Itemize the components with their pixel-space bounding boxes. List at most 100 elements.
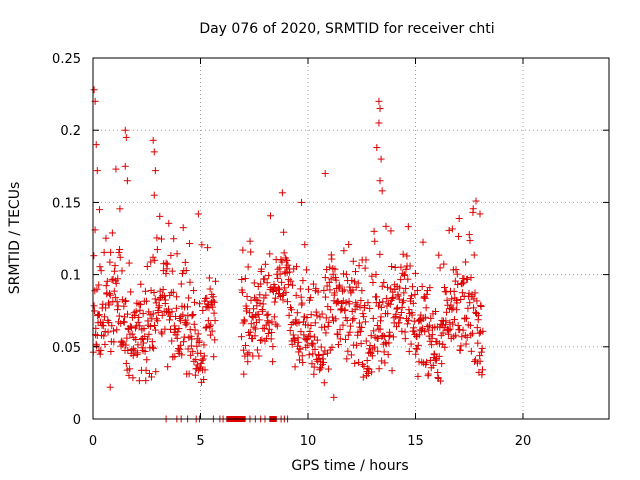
data-point — [95, 281, 103, 289]
data-point — [398, 299, 406, 307]
data-point — [439, 329, 447, 337]
data-point — [96, 263, 104, 271]
data-point — [311, 345, 319, 353]
data-point — [135, 377, 143, 385]
data-point — [193, 342, 201, 350]
data-point — [397, 276, 405, 284]
data-point — [440, 284, 448, 292]
data-point — [268, 329, 276, 337]
peak-point — [151, 167, 159, 175]
data-point — [381, 359, 389, 367]
data-point — [405, 306, 413, 314]
data-point — [156, 212, 164, 220]
data-point — [409, 299, 417, 307]
data-point — [319, 350, 327, 358]
data-point — [328, 313, 336, 321]
data-point — [280, 284, 288, 292]
data-point — [211, 336, 219, 344]
data-point — [212, 277, 220, 285]
data-point — [256, 337, 264, 345]
data-point — [240, 346, 248, 354]
data-point — [382, 222, 390, 230]
data-point — [292, 291, 300, 299]
data-point — [103, 277, 111, 285]
data-point — [159, 285, 167, 293]
data-point — [416, 316, 424, 324]
data-point — [247, 248, 255, 256]
data-point — [384, 351, 392, 359]
data-point — [324, 303, 332, 311]
data-point — [120, 302, 128, 310]
data-point — [306, 332, 314, 340]
data-point — [179, 311, 187, 319]
data-point — [177, 341, 185, 349]
data-point — [332, 315, 340, 323]
data-point — [429, 361, 437, 369]
data-point — [141, 287, 149, 295]
data-point — [472, 197, 480, 205]
data-point — [440, 260, 448, 268]
data-point — [474, 339, 482, 347]
peak-point — [376, 105, 384, 113]
data-point — [309, 280, 317, 288]
data-point — [414, 341, 422, 349]
data-point — [305, 351, 313, 359]
data-point — [414, 372, 422, 380]
data-point — [387, 227, 395, 235]
data-point — [421, 328, 429, 336]
data-point — [244, 358, 252, 366]
data-point — [134, 341, 142, 349]
data-point — [154, 317, 162, 325]
data-point — [191, 298, 199, 306]
data-point — [328, 343, 336, 351]
x-tick-label: 5 — [196, 434, 204, 449]
data-point — [177, 280, 185, 288]
data-point — [352, 268, 360, 276]
x-tick-label: 15 — [407, 434, 424, 449]
data-point — [453, 270, 461, 278]
data-point — [251, 325, 259, 333]
data-point — [99, 300, 107, 308]
data-point — [184, 345, 192, 353]
data-point — [110, 287, 118, 295]
data-point — [298, 299, 306, 307]
data-point — [122, 297, 130, 305]
data-point — [346, 328, 354, 336]
data-point — [108, 276, 116, 284]
data-point — [256, 299, 264, 307]
data-point — [380, 348, 388, 356]
data-point — [351, 359, 359, 367]
data-point — [310, 363, 318, 371]
data-point — [138, 344, 146, 352]
data-point — [313, 336, 321, 344]
data-point — [265, 319, 273, 327]
data-point — [105, 318, 113, 326]
data-point — [455, 215, 463, 223]
data-point — [208, 327, 216, 335]
data-point — [140, 339, 148, 347]
data-point — [468, 291, 476, 299]
data-point — [443, 296, 451, 304]
peak-point — [376, 177, 384, 185]
data-point — [361, 318, 369, 326]
data-point — [421, 313, 429, 321]
data-point — [294, 338, 302, 346]
data-point — [399, 250, 407, 258]
data-point — [311, 319, 319, 327]
data-point — [264, 310, 272, 318]
data-point — [199, 306, 207, 314]
data-point — [190, 357, 198, 365]
data-point — [284, 298, 292, 306]
data-point — [465, 231, 473, 239]
data-point — [359, 373, 367, 381]
data-point — [137, 335, 145, 343]
data-point — [393, 305, 401, 313]
data-point — [160, 292, 168, 300]
data-point — [371, 237, 379, 245]
data-point — [344, 331, 352, 339]
data-point — [355, 262, 363, 270]
data-point — [358, 323, 366, 331]
data-point — [151, 326, 159, 334]
data-point — [269, 343, 277, 351]
data-point — [385, 339, 393, 347]
